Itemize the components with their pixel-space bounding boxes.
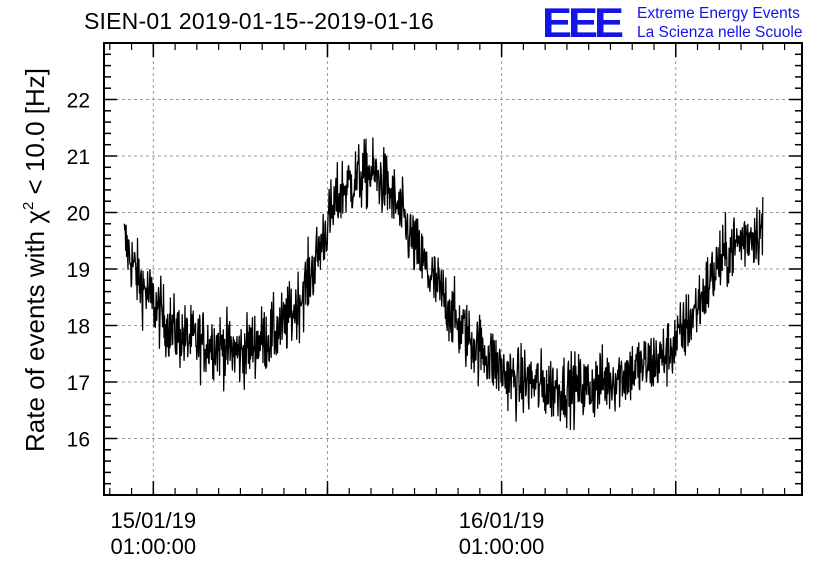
logo-caption-line1: Extreme Energy Events [637,5,800,22]
y-tick-labels: 16 17 18 19 20 21 22 [67,90,90,452]
gridlines [104,43,802,495]
y-tick-label: 18 [67,316,90,339]
eee-logo: EEE [542,0,624,47]
chart-title: SIEN-01 2019-01-15--2019-01-16 [84,8,434,34]
x-tick-time: 01:00:00 [110,534,197,559]
logo-caption: Extreme Energy Events La Scienza nelle S… [637,4,802,42]
x-tick-date: 16/01/19 [458,508,545,533]
x-tick-time: 01:00:00 [458,534,545,559]
y-tick-label: 17 [67,372,90,395]
y-tick-label: 20 [67,203,90,226]
x-tick-label: 16/01/19 01:00:00 [432,508,572,560]
y-tick-label: 19 [67,259,90,282]
axis-ticks [104,42,802,496]
series-line [123,137,764,431]
y-tick-label: 16 [67,429,90,452]
logo-caption-line2: La Scienza nelle Scuole [637,24,803,41]
x-tick-date: 15/01/19 [110,508,197,533]
y-tick-label: 21 [67,146,90,169]
x-tick-label: 15/01/19 01:00:00 [83,508,223,560]
series-layer [123,137,764,431]
y-tick-label: 22 [67,90,90,113]
